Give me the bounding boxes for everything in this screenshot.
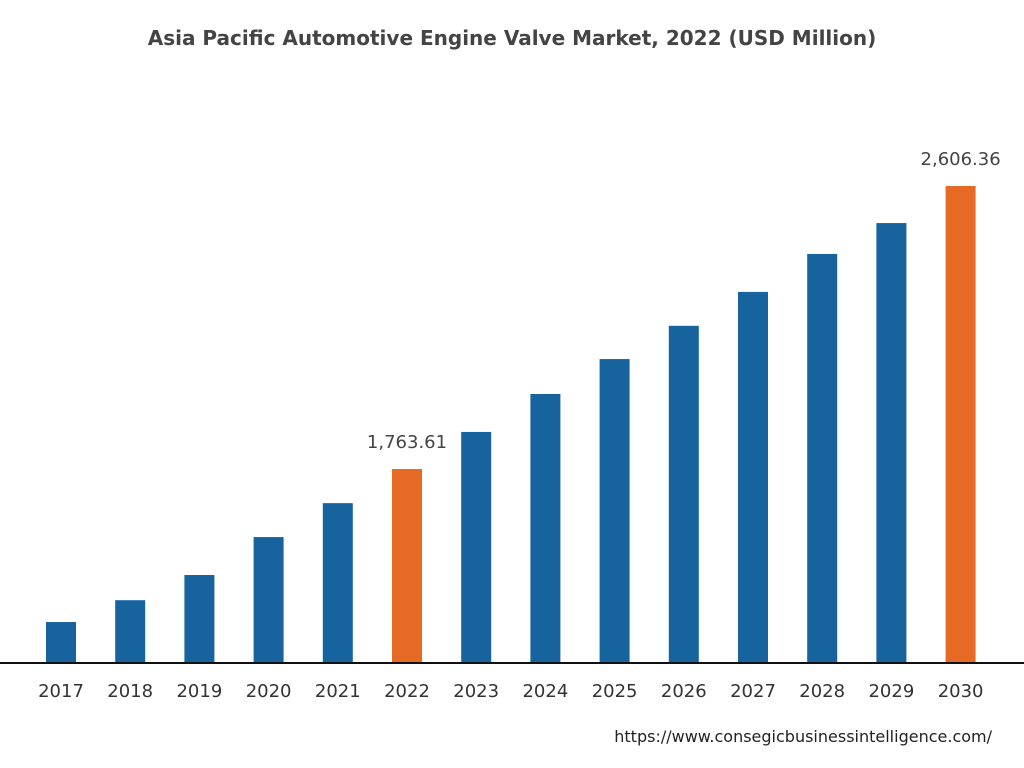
bar-2027: [738, 291, 768, 663]
chart-title: Asia Pacific Automotive Engine Valve Mar…: [147, 26, 877, 50]
bar-2020: [253, 537, 284, 663]
x-tick-label: 2025: [592, 681, 638, 702]
x-tick-label: 2021: [315, 681, 361, 702]
x-tick-label: 2022: [384, 681, 430, 702]
x-tick-label: 2028: [799, 681, 845, 702]
x-tick-label: 2027: [730, 681, 776, 702]
x-tick-label: 2017: [38, 681, 84, 702]
data-label-2022: 1,763.61: [367, 432, 447, 453]
x-tick-label: 2020: [246, 681, 292, 702]
x-tick-label: 2018: [107, 681, 153, 702]
bar-2029: [876, 223, 907, 663]
x-tick-label: 2024: [522, 681, 568, 702]
bar-2030: [945, 186, 976, 663]
bar-2021: [322, 503, 353, 663]
bar-2026: [668, 325, 699, 663]
bar-2025: [599, 359, 630, 663]
bar-2028: [807, 253, 838, 664]
x-tick-label: 2029: [868, 681, 914, 702]
x-tick-label: 2030: [938, 681, 984, 702]
x-tick-label: 2023: [453, 681, 499, 702]
x-tick-label: 2019: [176, 681, 222, 702]
bar-2022: [392, 469, 422, 663]
bar-2019: [184, 575, 215, 663]
x-tick-label: 2026: [661, 681, 707, 702]
bar-2024: [530, 393, 561, 663]
data-label-2030: 2,606.36: [921, 149, 1001, 170]
bar-2023: [461, 431, 492, 663]
source-url[interactable]: https://www.consegicbusinessintelligence…: [614, 727, 992, 746]
bar-2017: [46, 622, 76, 663]
bar-2018: [115, 600, 146, 663]
